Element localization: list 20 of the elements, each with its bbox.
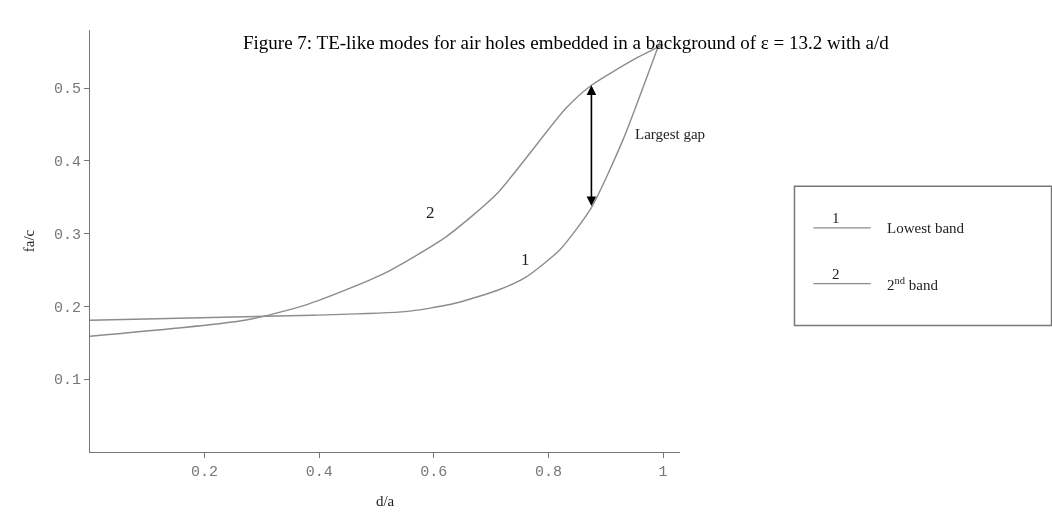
annotation: 2 xyxy=(426,203,435,222)
y-axis-title: fa/c xyxy=(21,229,38,253)
legend-label: Lowest band xyxy=(887,220,965,236)
x-tick-label: 0.8 xyxy=(534,464,562,481)
annotation: 1 xyxy=(521,250,530,269)
x-tick-label: 0.4 xyxy=(305,464,333,481)
x-axis-title: d/a xyxy=(375,493,395,509)
legend-label: 2$^{nd}$ band xyxy=(887,275,939,294)
y-tick-label: 0.1 xyxy=(53,372,81,390)
text: 1 xyxy=(832,210,840,226)
text: 2 xyxy=(832,266,840,282)
x-tick-label: 0.2 xyxy=(191,464,219,481)
annotation: Largest gap xyxy=(635,126,706,142)
chart-title: Figure 7: TE-like modes for air holes embedded in a background of ε = 13.2 with a/d xyxy=(243,32,890,53)
x-tick-label: 1 xyxy=(658,464,668,481)
y-tick-label: 0.5 xyxy=(53,81,81,99)
x-tick-label: 0.6 xyxy=(420,464,448,481)
y-tick-label: 0.2 xyxy=(53,299,81,317)
y-tick-label: 0.3 xyxy=(53,226,81,244)
y-tick-label: 0.4 xyxy=(53,154,81,172)
